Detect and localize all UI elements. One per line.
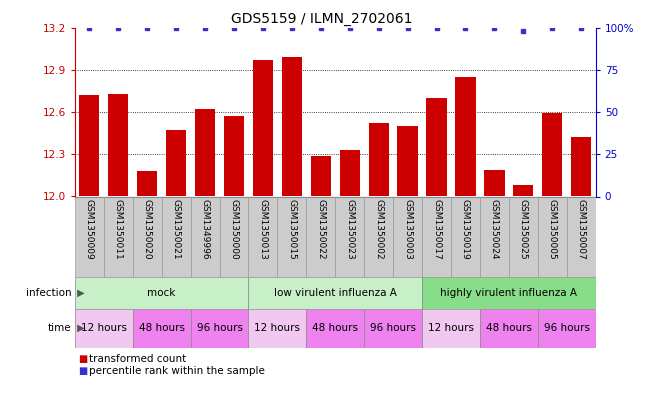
Text: ▶: ▶ [74, 323, 84, 333]
Bar [104, 196, 133, 277]
Bar [253, 60, 273, 196]
Bar [311, 156, 331, 196]
Bar [398, 126, 418, 196]
Bar [509, 196, 538, 277]
Bar [340, 150, 360, 196]
Text: 12 hours: 12 hours [81, 323, 127, 333]
Text: GSM1350005: GSM1350005 [547, 199, 557, 260]
Text: GSM1350003: GSM1350003 [403, 199, 412, 260]
Bar [191, 309, 249, 348]
Text: GSM1350025: GSM1350025 [519, 199, 528, 259]
Bar [195, 109, 215, 196]
Bar [249, 277, 422, 309]
Bar [364, 309, 422, 348]
Text: GSM1350021: GSM1350021 [172, 199, 180, 259]
Bar [75, 309, 133, 348]
Text: 48 hours: 48 hours [486, 323, 532, 333]
Bar [219, 196, 249, 277]
Bar [75, 196, 104, 277]
Bar [567, 196, 596, 277]
Bar [224, 116, 244, 196]
Text: GSM1350002: GSM1350002 [374, 199, 383, 259]
Bar [307, 196, 335, 277]
Bar [451, 196, 480, 277]
Bar [161, 196, 191, 277]
Text: 96 hours: 96 hours [544, 323, 590, 333]
Bar [538, 196, 567, 277]
Bar [422, 277, 596, 309]
Bar [368, 123, 389, 196]
Bar [277, 196, 307, 277]
Bar [422, 309, 480, 348]
Text: GSM1350019: GSM1350019 [461, 199, 470, 260]
Bar [108, 94, 128, 196]
Bar [133, 196, 161, 277]
Bar [364, 196, 393, 277]
Text: transformed count: transformed count [89, 354, 186, 364]
Bar [571, 137, 591, 196]
Text: GSM1350024: GSM1350024 [490, 199, 499, 259]
Bar [480, 309, 538, 348]
Bar [335, 196, 364, 277]
Text: ▶: ▶ [74, 288, 84, 298]
Text: 96 hours: 96 hours [370, 323, 416, 333]
Text: 48 hours: 48 hours [312, 323, 358, 333]
Bar [538, 309, 596, 348]
Text: mock: mock [148, 288, 176, 298]
Text: GSM1350009: GSM1350009 [85, 199, 94, 260]
Bar [513, 185, 533, 196]
Text: GSM1350020: GSM1350020 [143, 199, 152, 259]
Bar [480, 196, 509, 277]
Text: ■: ■ [78, 354, 87, 364]
Text: ■: ■ [78, 365, 87, 376]
Bar [191, 196, 219, 277]
Text: percentile rank within the sample: percentile rank within the sample [89, 365, 265, 376]
Bar [455, 77, 476, 196]
Text: GSM1350022: GSM1350022 [316, 199, 326, 259]
Text: GSM1350007: GSM1350007 [577, 199, 586, 260]
Bar [426, 98, 447, 196]
Text: GDS5159 / ILMN_2702061: GDS5159 / ILMN_2702061 [232, 12, 413, 26]
Text: GSM1349996: GSM1349996 [201, 199, 210, 259]
Bar [282, 57, 302, 196]
Bar [393, 196, 422, 277]
Text: GSM1350017: GSM1350017 [432, 199, 441, 260]
Bar [422, 196, 451, 277]
Bar [484, 170, 505, 196]
Text: 96 hours: 96 hours [197, 323, 243, 333]
Bar [137, 171, 158, 196]
Text: GSM1350015: GSM1350015 [287, 199, 296, 260]
Text: 12 hours: 12 hours [428, 323, 474, 333]
Bar [166, 130, 186, 196]
Bar [249, 309, 307, 348]
Bar [249, 196, 277, 277]
Text: time: time [48, 323, 72, 333]
Bar [79, 95, 100, 196]
Text: 12 hours: 12 hours [255, 323, 300, 333]
Text: infection: infection [26, 288, 72, 298]
Text: highly virulent influenza A: highly virulent influenza A [440, 288, 577, 298]
Bar [542, 114, 562, 196]
Text: 48 hours: 48 hours [139, 323, 185, 333]
Text: GSM1350011: GSM1350011 [114, 199, 123, 260]
Text: GSM1350023: GSM1350023 [345, 199, 354, 259]
Bar [307, 309, 364, 348]
Text: low virulent influenza A: low virulent influenza A [274, 288, 396, 298]
Text: GSM1350013: GSM1350013 [258, 199, 268, 260]
Text: GSM1350000: GSM1350000 [230, 199, 238, 260]
Bar [75, 277, 249, 309]
Bar [133, 309, 191, 348]
